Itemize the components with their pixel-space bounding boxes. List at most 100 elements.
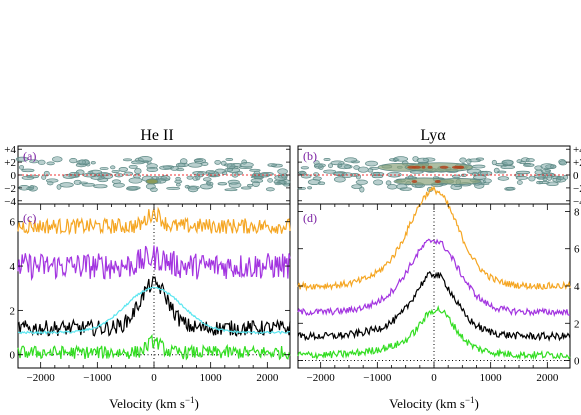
series-black [297,270,571,342]
contour-peak [421,165,426,169]
contour-blob [159,165,172,170]
contour-blob [283,183,290,187]
contour-peak [434,179,441,183]
contour-blob [528,175,536,182]
y-tick-label: 4 [574,281,580,293]
contour-blob [353,165,360,170]
contour-blob [563,174,569,180]
contour-blob [501,159,514,166]
contour-blob [26,187,34,190]
contour-blob [500,165,516,170]
y-tick-label: 0 [574,356,580,368]
contour-blob [128,164,138,169]
contour-peak [411,165,422,169]
contour-blob [330,160,345,166]
series-green [297,304,571,361]
contour-blob [300,166,309,170]
series-orange [297,185,571,292]
contour-blob [471,171,479,177]
contour-blob [239,162,254,168]
contour-blob [150,187,158,192]
contour-core [436,178,482,185]
contour-blob [202,177,212,182]
contour-blob [351,184,363,189]
contour-blob [506,186,516,191]
contour-blob [217,182,228,186]
contour-blob [126,186,141,190]
y-tick-label: 8 [574,206,580,218]
panel-letter-a: (a) [23,149,36,163]
contour-blob [515,175,529,180]
contour-blob [265,187,275,192]
contour-blob [355,179,368,185]
y-tick-label: +2 [573,157,581,169]
contour-blob [128,177,143,184]
contour-peak [451,165,461,169]
contour-blob [59,182,74,188]
contour-blob [558,160,567,166]
y-tick-label: 0 [11,170,17,182]
contour-blob [47,181,54,186]
contour-blob [214,159,221,165]
contour-blob [298,170,306,175]
contour-blob [227,179,240,185]
contour-plot-a [15,156,291,193]
contour-blob [451,174,461,179]
contour-blob [74,171,80,177]
contour-blob [201,161,209,166]
x-axis-label-right: Velocity (km s−1) [389,395,479,411]
contour-blob [367,168,374,173]
contour-blob [459,157,467,163]
contour-blob [134,168,142,175]
y-tick-label: 2 [574,318,580,330]
contour-blob [46,161,55,166]
contour-blob [525,158,535,163]
contour-blob [536,180,543,185]
contour-blob [99,167,109,171]
contour-blob [81,182,95,187]
contour-blob [186,175,194,180]
panel-letter-d: (d) [303,211,317,225]
contour-blob [327,163,333,169]
y-tick-label: 6 [10,217,16,229]
contour-blob [497,176,510,181]
contour-blob [174,179,183,184]
contour-blob [21,175,35,180]
x-tick-label: 1000 [480,372,503,384]
y-tick-label: +4 [4,144,16,156]
contour-blob [317,181,326,186]
contour-blob [215,168,226,174]
contour-blob [225,158,234,162]
series-purple [17,245,291,282]
contour-blob [199,183,213,190]
contour-peak [427,165,433,169]
y-tick-label: +2 [4,157,16,169]
contour-blob [250,178,264,184]
x-axis-label-left: Velocity (km s−1) [109,395,199,411]
contour-blob [247,183,254,187]
contour-blob [516,159,522,164]
series-green [17,333,291,361]
contour-blob [497,170,507,174]
contour-blob [399,187,412,191]
contour-blob [138,156,153,163]
y-tick-label: −4 [4,196,16,208]
contour-blob [250,175,265,179]
contour-blob [546,174,553,181]
y-tick-label: 0 [10,350,16,362]
contour-blob [550,164,557,169]
contour-blob [196,171,205,178]
spectra-plot-d [297,185,571,368]
contour-blob [307,186,313,190]
contour-blob [175,182,181,187]
contour-blob [112,182,125,188]
x-tick-label: −2000 [27,372,56,384]
contour-blob [205,170,216,174]
spectra-plot-c [17,204,291,368]
contour-blob [187,186,199,193]
contour-blob [267,163,277,167]
contour-blob [483,178,492,184]
series-cyan [17,286,291,335]
contour-blob [534,174,546,179]
